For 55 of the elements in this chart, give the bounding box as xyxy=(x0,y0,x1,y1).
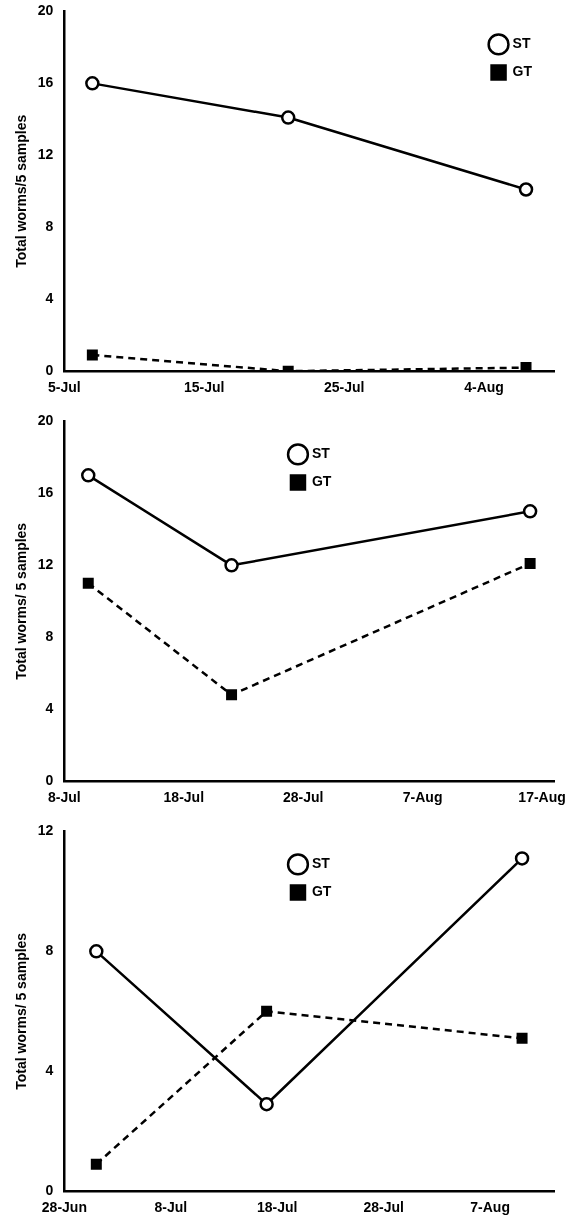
y-tick-label: 12 xyxy=(37,146,54,163)
point xyxy=(86,349,98,361)
y-tick-label: 20 xyxy=(37,2,54,19)
y-tick-label: 20 xyxy=(37,412,54,429)
legend-label: GT xyxy=(311,473,332,490)
legend-label: GT xyxy=(512,63,533,80)
legend-label: GT xyxy=(311,883,332,900)
x-tick-label: 8-Jul xyxy=(154,1199,188,1216)
y-tick-label: 8 xyxy=(45,942,54,959)
point xyxy=(81,468,96,483)
point xyxy=(514,851,530,866)
x-tick-label: 7-Aug xyxy=(402,789,443,806)
x-tick-label: 4-Aug xyxy=(464,379,504,396)
point xyxy=(518,182,534,197)
y-tick-label: 12 xyxy=(37,822,54,839)
x-tick-label: 5-Jul xyxy=(48,379,81,396)
legend-label: ST xyxy=(311,445,331,462)
x-tick-label: 18-Jul xyxy=(257,1199,298,1216)
y-axis-title: Total worms/5 samples xyxy=(13,114,30,268)
x-tick-label: 28-Jul xyxy=(282,789,324,806)
y-tick-label: 0 xyxy=(45,772,54,789)
y-tick-label: 0 xyxy=(45,1182,54,1199)
point xyxy=(280,110,296,125)
legend-label: ST xyxy=(512,35,531,52)
x-tick-label: 25-Jul xyxy=(323,379,365,396)
x-tick-label: 18-Jul xyxy=(163,789,205,806)
x-tick-label: 17-Aug xyxy=(518,789,566,806)
point xyxy=(89,944,104,959)
y-axis-title: Total worms/ 5 samples xyxy=(13,522,30,680)
y-tick-label: 8 xyxy=(45,628,54,645)
point xyxy=(261,1005,273,1017)
point xyxy=(90,1158,102,1170)
point xyxy=(82,577,94,589)
y-tick-label: 4 xyxy=(45,290,54,307)
point xyxy=(516,1032,528,1044)
point xyxy=(224,558,239,573)
y-tick-label: 4 xyxy=(45,1062,54,1079)
y-axis-title: Total worms/ 5 samples xyxy=(13,932,30,1090)
y-tick-label: 12 xyxy=(37,556,54,573)
point xyxy=(85,76,100,91)
y-tick-label: 16 xyxy=(37,74,54,91)
x-tick-label: 15-Jul xyxy=(184,379,225,396)
y-tick-label: 4 xyxy=(45,700,54,717)
legend-label: ST xyxy=(311,855,331,872)
x-tick-label: 28-Jun xyxy=(41,1199,87,1216)
x-tick-label: 8-Jul xyxy=(48,789,81,806)
point xyxy=(259,1097,274,1112)
y-tick-label: 0 xyxy=(45,362,54,379)
point xyxy=(226,689,238,701)
x-tick-label: 7-Aug xyxy=(470,1199,510,1216)
y-tick-label: 8 xyxy=(45,218,54,235)
point xyxy=(522,504,538,519)
point xyxy=(524,558,536,570)
y-tick-label: 16 xyxy=(37,484,54,501)
x-tick-label: 28-Jul xyxy=(363,1199,404,1216)
